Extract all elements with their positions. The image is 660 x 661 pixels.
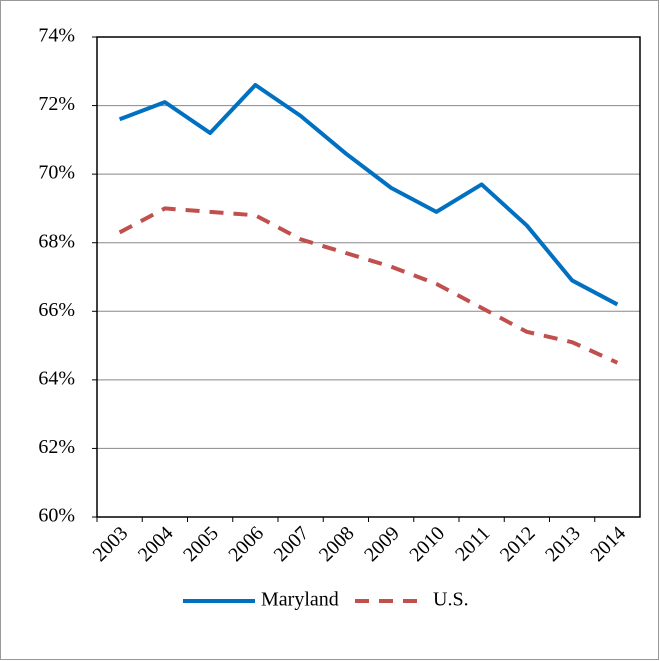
y-tick-label: 68% [38,230,75,252]
y-tick-label: 66% [38,299,75,321]
y-tick-label: 74% [38,25,75,47]
y-tick-label: 70% [38,162,75,184]
y-tick-label: 60% [38,505,75,527]
legend-label: Maryland [261,589,339,611]
y-tick-label: 64% [38,367,75,389]
legend-label: U.S. [433,589,469,611]
series-line [118,206,619,365]
series-line [118,83,619,307]
y-tick-label: 72% [38,93,75,115]
y-tick-label: 62% [38,436,75,458]
